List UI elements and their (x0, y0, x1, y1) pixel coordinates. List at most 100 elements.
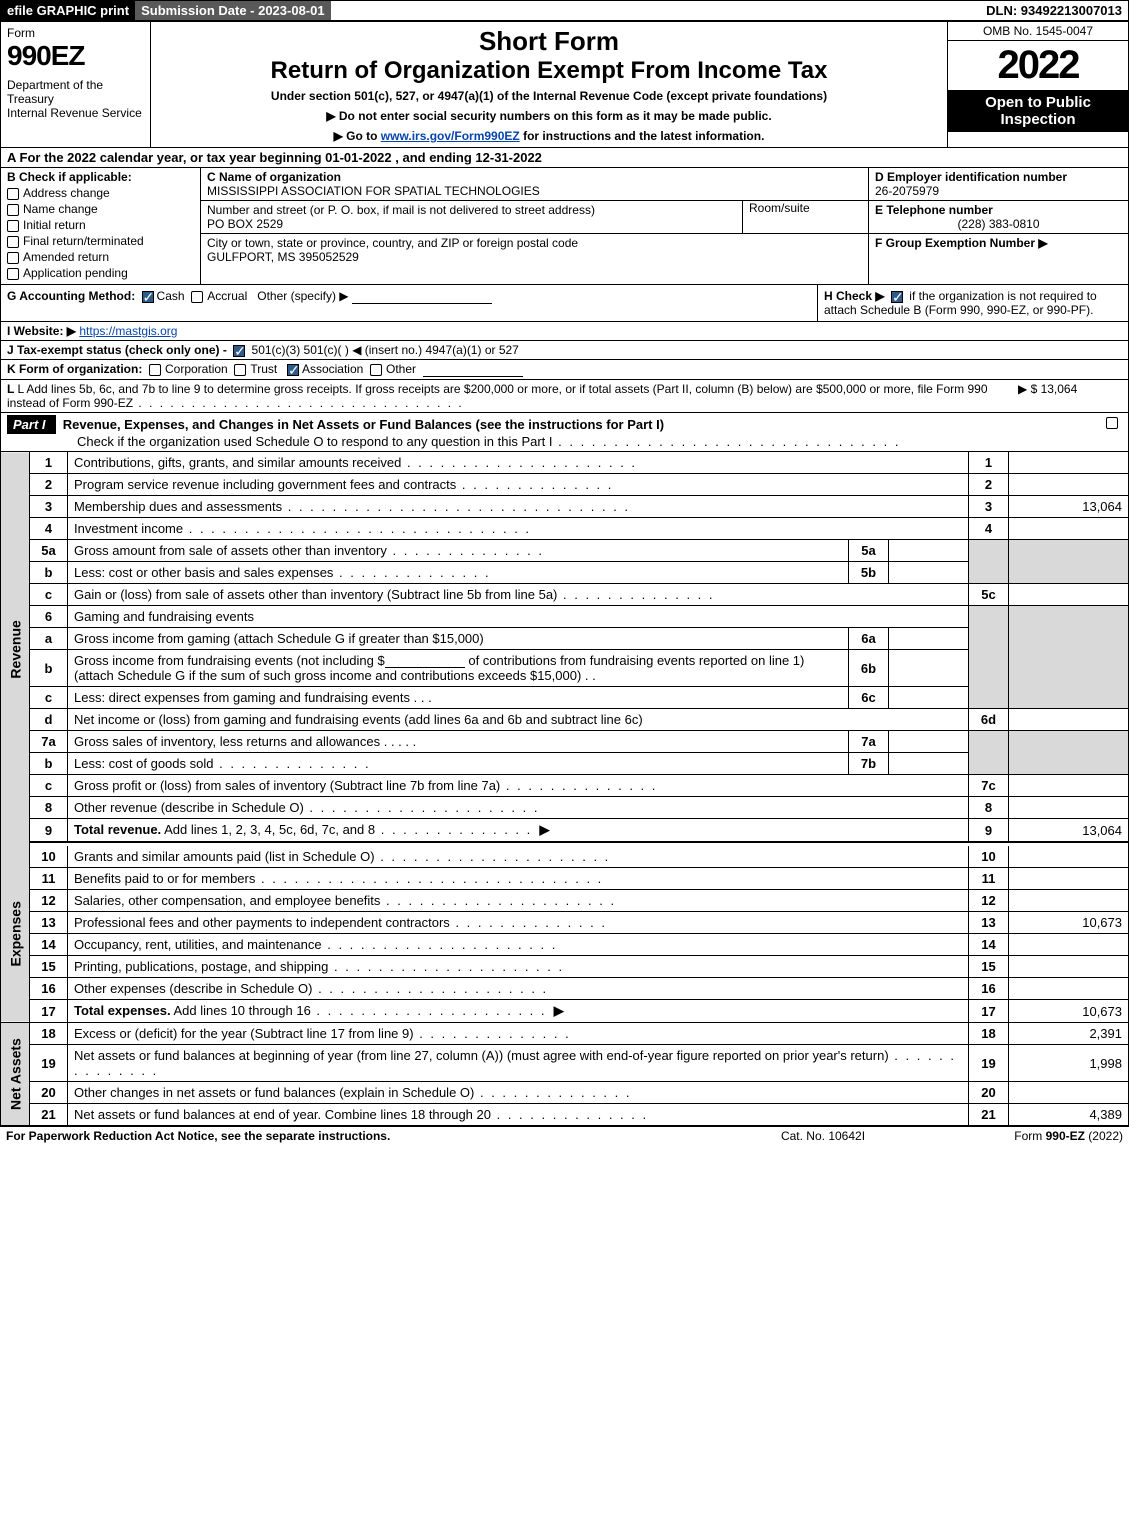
city-value: GULFPORT, MS 395052529 (207, 250, 359, 264)
department-label: Department of the Treasury Internal Reve… (7, 78, 144, 120)
line-6: 6 Gaming and fundraising events (1, 605, 1129, 627)
line-20: 20 Other changes in net assets or fund b… (1, 1082, 1129, 1104)
line-12: 12 Salaries, other compensation, and emp… (1, 890, 1129, 912)
check-501c3-icon (233, 345, 245, 357)
line-9: 9 Total revenue. Add lines 1, 2, 3, 4, 5… (1, 819, 1129, 843)
open-to-public: Open to Public Inspection (948, 90, 1128, 132)
checkbox-icon (149, 364, 161, 376)
irs-link[interactable]: www.irs.gov/Form990EZ (381, 129, 520, 143)
blank-line (352, 290, 492, 304)
line-21: 21 Net assets or fund balances at end of… (1, 1104, 1129, 1126)
info-block: B Check if applicable: Address change Na… (0, 168, 1129, 285)
line-6c: c Less: direct expenses from gaming and … (1, 687, 1129, 709)
ein-box: D Employer identification number 26-2075… (869, 168, 1128, 201)
check-application-pending[interactable]: Application pending (7, 266, 194, 280)
instr2-post: for instructions and the latest informat… (520, 129, 765, 143)
form-number: 990EZ (7, 40, 144, 72)
checkbox-icon (1106, 417, 1118, 429)
check-name-change[interactable]: Name change (7, 202, 194, 216)
check-initial-return[interactable]: Initial return (7, 218, 194, 232)
org-name: MISSISSIPPI ASSOCIATION FOR SPATIAL TECH… (207, 184, 540, 198)
line-2: 2 Program service revenue including gove… (1, 473, 1129, 495)
website-row: I Website: ▶ https://mastgis.org (0, 322, 1129, 341)
g-other: Other (specify) ▶ (257, 289, 348, 303)
line-16: 16 Other expenses (describe in Schedule … (1, 978, 1129, 1000)
checkbox-icon (7, 188, 19, 200)
tax-year: 2022 (948, 41, 1128, 90)
efile-label[interactable]: efile GRAPHIC print (1, 1, 135, 20)
e-label: E Telephone number (875, 203, 993, 217)
page-footer: For Paperwork Reduction Act Notice, see … (0, 1126, 1129, 1145)
website-link[interactable]: https://mastgis.org (79, 324, 177, 338)
line-6d: d Net income or (loss) from gaming and f… (1, 709, 1129, 731)
k-other: Other (386, 362, 416, 376)
footer-left: For Paperwork Reduction Act Notice, see … (6, 1129, 723, 1143)
check-amended-return[interactable]: Amended return (7, 250, 194, 264)
c-label: C Name of organization (207, 170, 341, 184)
k-trust: Trust (250, 362, 277, 376)
part1-check-text: Check if the organization used Schedule … (7, 434, 553, 449)
title-main: Return of Organization Exempt From Incom… (161, 57, 937, 85)
col-right: D Employer identification number 26-2075… (868, 168, 1128, 284)
form-label: Form (7, 26, 144, 40)
footer-center: Cat. No. 10642I (723, 1129, 923, 1143)
line-5b: b Less: cost or other basis and sales ex… (1, 561, 1129, 583)
row-a-text: A For the 2022 calendar year, or tax yea… (7, 150, 542, 165)
check-address-change[interactable]: Address change (7, 186, 194, 200)
phone-box: E Telephone number (228) 383-0810 (869, 201, 1128, 234)
line-10: Expenses 10 Grants and similar amounts p… (1, 846, 1129, 868)
line-11: 11 Benefits paid to or for members 11 (1, 868, 1129, 890)
subtitle: Under section 501(c), 527, or 4947(a)(1)… (161, 89, 937, 103)
check-cash-icon (142, 291, 154, 303)
g-accrual: Accrual (207, 289, 247, 303)
col-c-org-info: C Name of organization MISSISSIPPI ASSOC… (201, 168, 868, 284)
h-label: H Check ▶ (824, 289, 885, 303)
dln-label: DLN: 93492213007013 (980, 1, 1128, 20)
line-4: 4 Investment income 4 (1, 517, 1129, 539)
checkbox-icon (7, 204, 19, 216)
line-7c: c Gross profit or (loss) from sales of i… (1, 775, 1129, 797)
org-name-box: C Name of organization MISSISSIPPI ASSOC… (201, 168, 868, 201)
street-box: Number and street (or P. O. box, if mail… (201, 201, 868, 234)
col-b-checkboxes: B Check if applicable: Address change Na… (1, 168, 201, 284)
part1-header-row: Part I Revenue, Expenses, and Changes in… (0, 413, 1129, 452)
street-value: PO BOX 2529 (207, 217, 283, 231)
ein-value: 26-2075979 (875, 184, 939, 198)
street-label: Number and street (or P. O. box, if mail… (207, 203, 595, 217)
g-label: G Accounting Method: (7, 289, 135, 303)
checkbox-icon (7, 220, 19, 232)
check-final-return[interactable]: Final return/terminated (7, 234, 194, 248)
netassets-section-label: Net Assets (1, 1023, 30, 1126)
gross-receipts-row: L L Add lines 5b, 6c, and 7b to line 9 t… (0, 380, 1129, 413)
group-exemption-box: F Group Exemption Number ▶ (869, 234, 1128, 284)
f-label: F Group Exemption Number ▶ (875, 236, 1048, 250)
check-h-icon (891, 291, 903, 303)
checkbox-icon (191, 291, 203, 303)
city-box: City or town, state or province, country… (201, 234, 868, 266)
header-right: OMB No. 1545-0047 2022 Open to Public In… (948, 22, 1128, 147)
form-of-org-row: K Form of organization: Corporation Trus… (0, 360, 1129, 380)
part1-check-box[interactable] (1098, 413, 1128, 451)
accounting-method: G Accounting Method: Cash Accrual Other … (1, 285, 818, 321)
line-1: Revenue 1 Contributions, gifts, grants, … (1, 452, 1129, 474)
blank-line (423, 363, 523, 377)
main-table: Revenue 1 Contributions, gifts, grants, … (0, 452, 1129, 1127)
line-19: 19 Net assets or fund balances at beginn… (1, 1045, 1129, 1082)
footer-right: Form 990-EZ (2022) (923, 1129, 1123, 1143)
line-7b: b Less: cost of goods sold 7b (1, 753, 1129, 775)
l-amount: ▶ $ 13,064 (1012, 382, 1122, 410)
line-5c: c Gain or (loss) from sale of assets oth… (1, 583, 1129, 605)
room-label: Room/suite (749, 201, 810, 215)
col-b-title: B Check if applicable: (7, 170, 194, 184)
tax-exempt-row: J Tax-exempt status (check only one) - 5… (0, 341, 1129, 360)
phone-value: (228) 383-0810 (875, 217, 1122, 231)
h-schedule-b: H Check ▶ if the organization is not req… (818, 285, 1128, 321)
omb-number: OMB No. 1545-0047 (948, 22, 1128, 41)
title-short-form: Short Form (161, 26, 937, 57)
instruction-2: ▶ Go to www.irs.gov/Form990EZ for instru… (161, 129, 937, 143)
k-label: K Form of organization: (7, 362, 142, 376)
expenses-section-label: Expenses (1, 846, 30, 1023)
form-header: Form 990EZ Department of the Treasury In… (0, 22, 1129, 148)
checkbox-icon (234, 364, 246, 376)
part1-label: Part I (7, 415, 56, 434)
